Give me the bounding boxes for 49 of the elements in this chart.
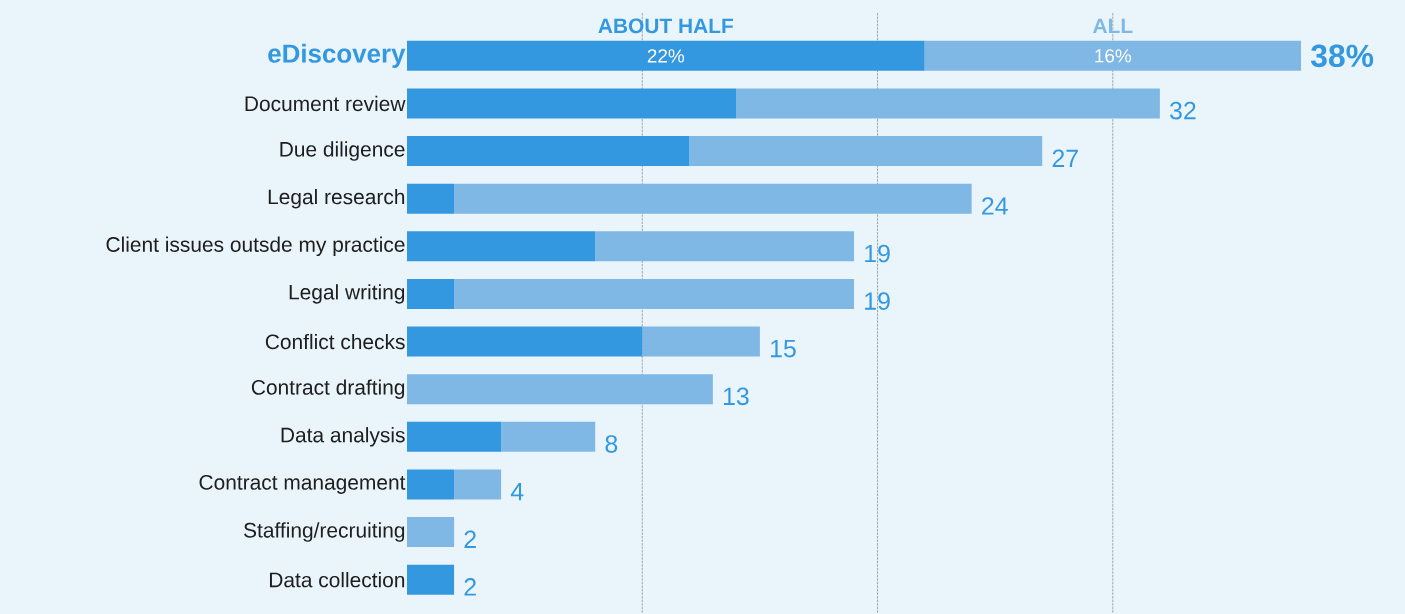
bar	[501, 421, 596, 452]
bar	[407, 278, 455, 309]
bar	[407, 564, 455, 595]
bar	[595, 231, 855, 262]
total-label: 15	[771, 340, 796, 358]
total-label: 2	[464, 578, 476, 596]
y-tick-label: Due diligence	[280, 141, 405, 161]
total-label: 4	[510, 482, 524, 501]
total-label: 2	[464, 530, 476, 548]
bar	[407, 374, 713, 405]
bar	[407, 517, 455, 548]
bar	[454, 278, 855, 309]
bar	[407, 40, 925, 71]
bar	[924, 40, 1302, 71]
total-label: 24	[982, 197, 1008, 215]
bar	[642, 326, 760, 357]
series-label: ABOUT HALF	[598, 18, 733, 34]
y-tick-label: Document review	[245, 95, 406, 112]
total-label: 19	[865, 292, 890, 310]
y-tick-label: eDiscovery	[268, 43, 406, 68]
bar	[736, 88, 1160, 119]
total-label: 27	[1052, 149, 1078, 167]
y-tick-label: Contract management	[199, 474, 406, 494]
y-tick-label: Legal writing	[289, 284, 405, 304]
total-label: 32	[1170, 101, 1196, 120]
bar	[689, 136, 1043, 167]
total-label: 13	[723, 387, 749, 406]
y-tick-label: Client issues outsde my practice	[106, 236, 405, 257]
y-tick-label: Contract drafting	[251, 379, 405, 399]
data-label: 16%	[1095, 49, 1132, 63]
bar	[407, 136, 690, 167]
bar	[407, 469, 455, 500]
y-tick-label: Data collection	[269, 571, 405, 588]
bar	[407, 88, 737, 119]
data-label: 22%	[647, 49, 685, 63]
y-tick-label: Conflict checks	[265, 333, 405, 350]
y-tick-label: Data analysis	[281, 427, 405, 447]
total-label: 8	[605, 435, 618, 453]
total-label: 19	[865, 244, 890, 263]
bar	[407, 231, 596, 262]
bar	[454, 469, 502, 500]
series-label: ALL	[1092, 18, 1133, 34]
bar	[407, 326, 643, 357]
bar	[407, 183, 455, 214]
y-tick-label: Staffing/recruiting	[244, 522, 405, 542]
total-label: 38%	[1310, 44, 1374, 68]
y-tick-label: Legal research	[268, 188, 405, 209]
bar	[407, 421, 502, 452]
bar	[454, 183, 972, 214]
